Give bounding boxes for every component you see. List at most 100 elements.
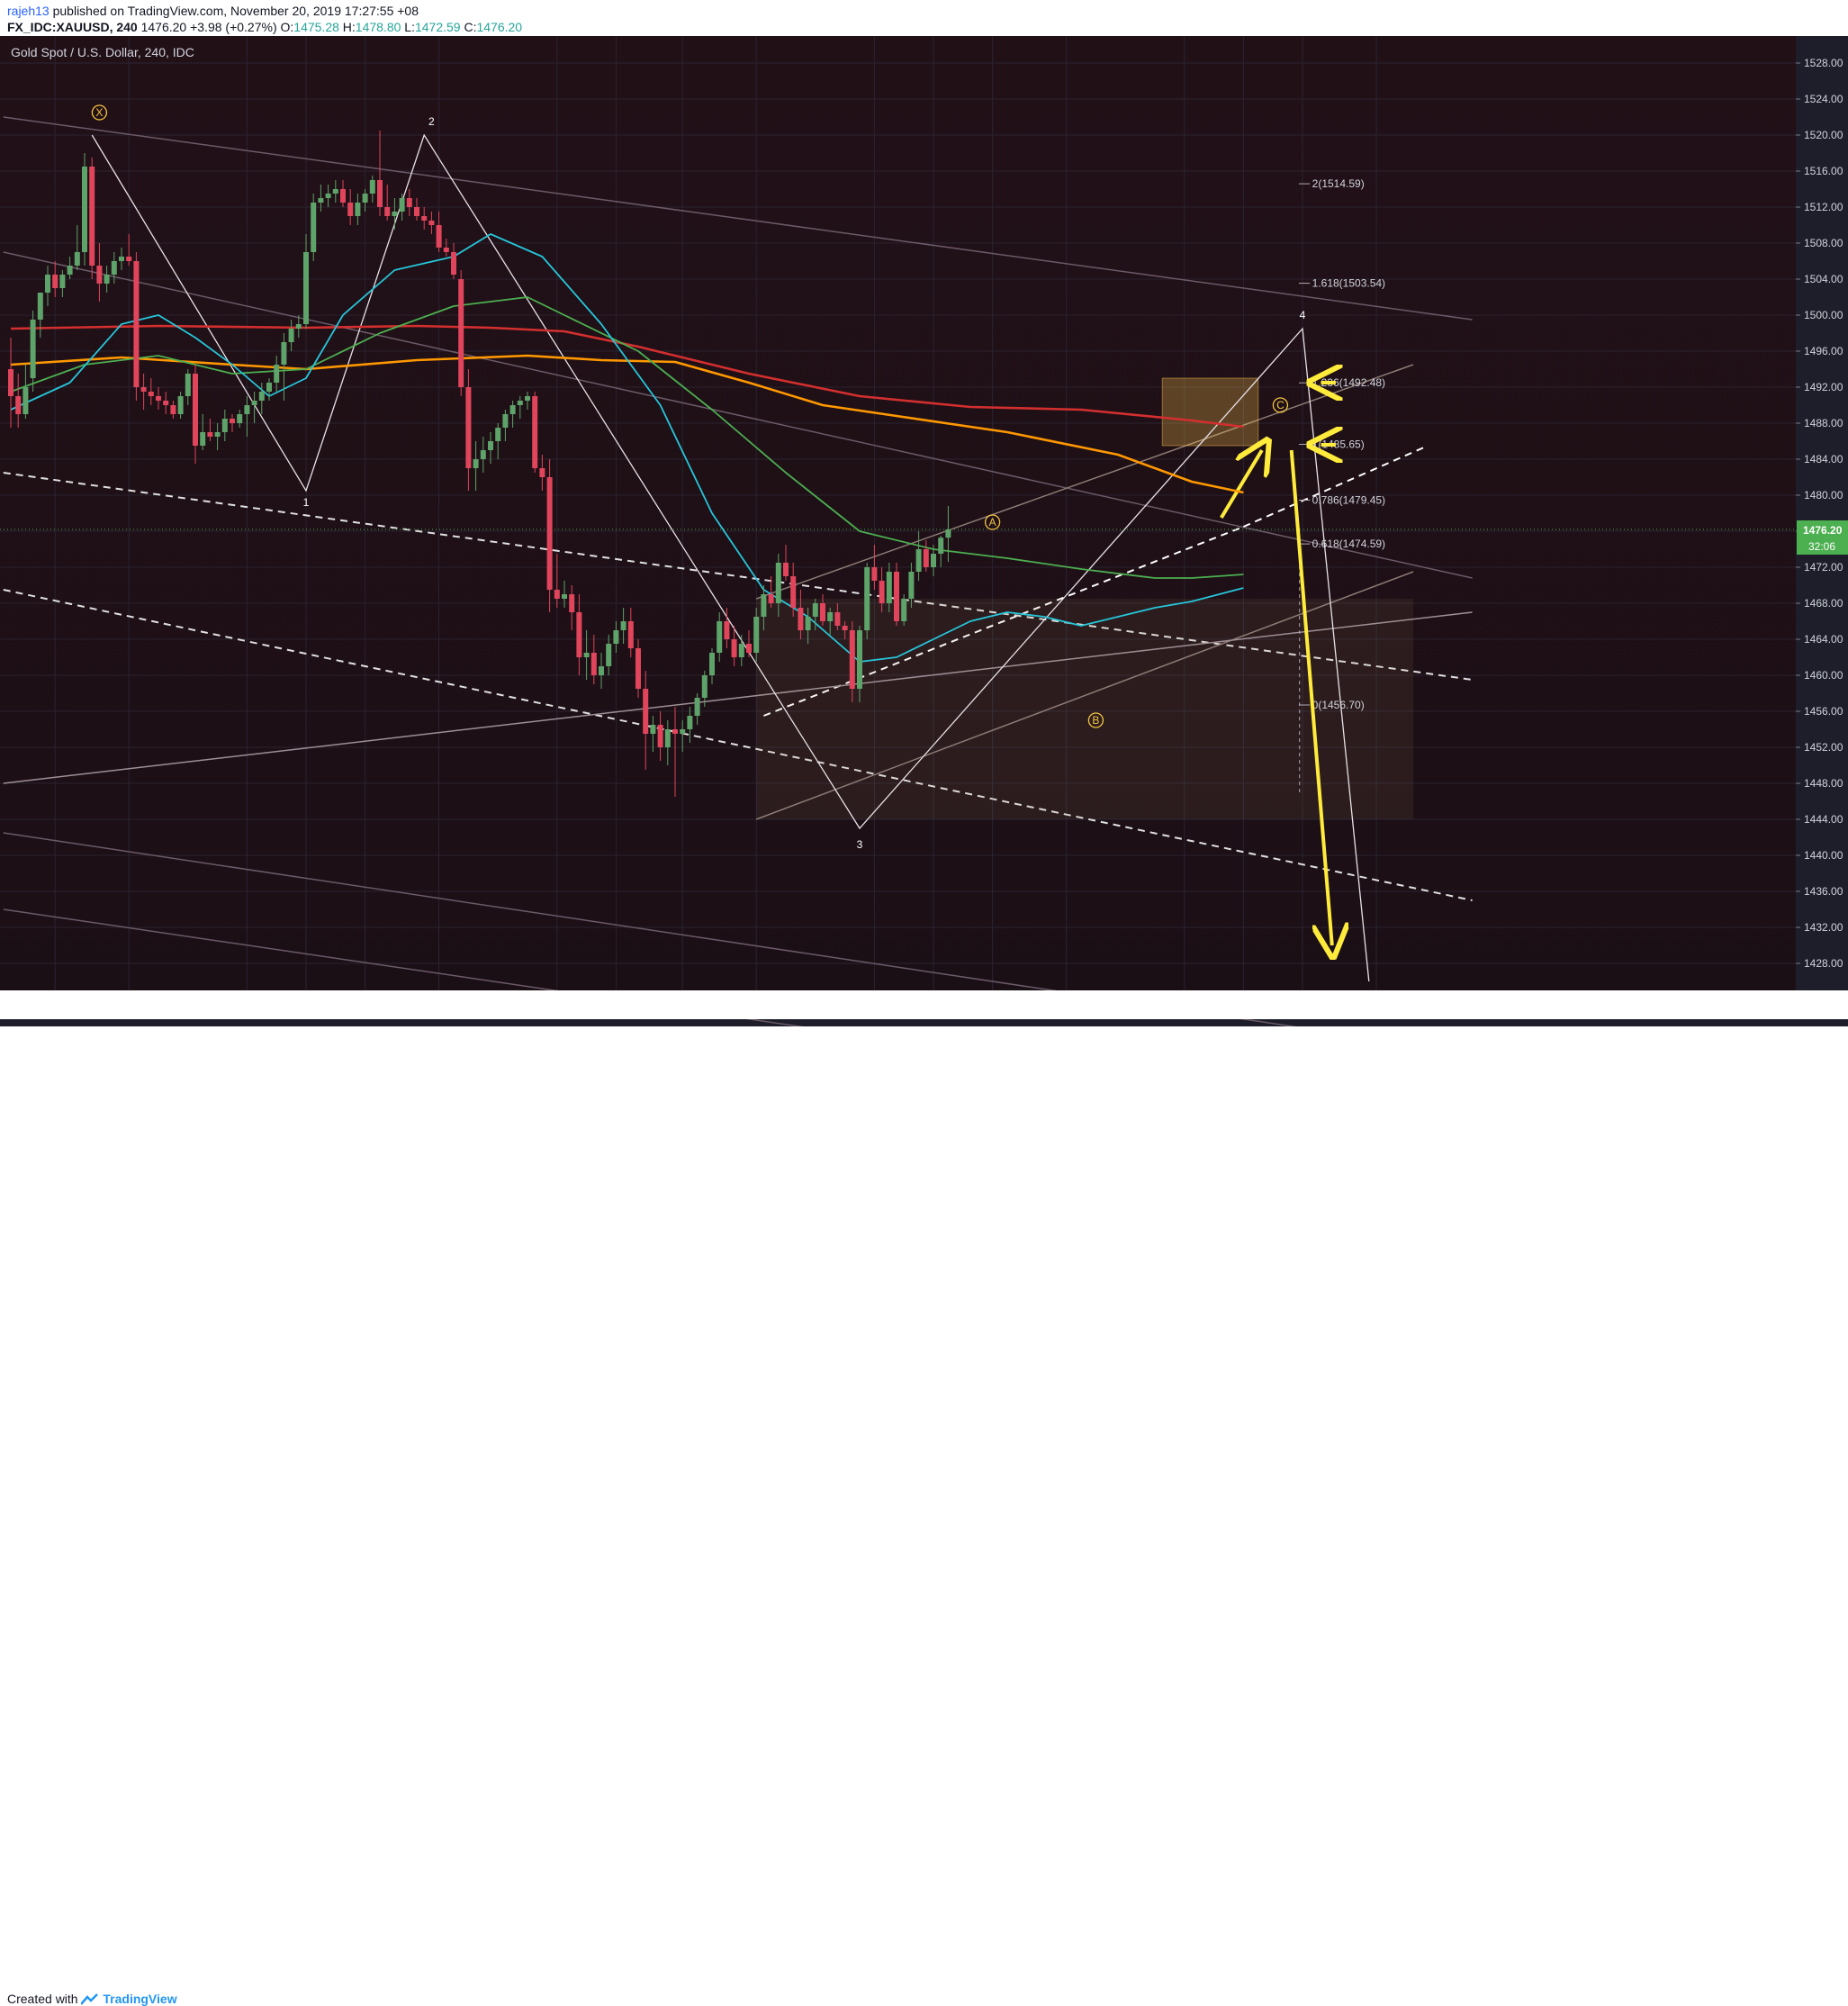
candle-body xyxy=(30,320,36,378)
candle xyxy=(606,635,612,675)
y-tick-label: 1528.00 xyxy=(1804,57,1843,69)
wave-label-1: 1 xyxy=(303,496,310,509)
candle xyxy=(627,608,634,657)
candle xyxy=(864,563,870,639)
fib-level-label: 2(1514.59) xyxy=(1312,177,1365,190)
candle-body xyxy=(325,194,331,198)
y-tick-label: 1496.00 xyxy=(1804,345,1843,357)
candle-body xyxy=(148,392,154,396)
candle-body xyxy=(517,401,523,405)
candle-body xyxy=(620,621,627,630)
candle xyxy=(576,594,582,675)
candle-body xyxy=(738,644,744,657)
candle xyxy=(23,365,29,419)
y-tick-label: 1472.00 xyxy=(1804,561,1843,574)
wave-label-X: X xyxy=(95,106,103,119)
candle-body xyxy=(156,396,161,401)
wave-label-4: 4 xyxy=(1300,309,1306,321)
candle-body xyxy=(82,167,87,252)
candle xyxy=(480,437,486,473)
candle-body xyxy=(761,594,767,617)
candle-body xyxy=(657,725,663,747)
candle xyxy=(664,720,671,765)
candle-body xyxy=(915,549,922,572)
price-axis-background xyxy=(1796,36,1848,990)
candle-body xyxy=(894,572,899,621)
candle xyxy=(717,612,723,662)
candle-body xyxy=(509,405,516,414)
candle xyxy=(871,545,878,590)
candle xyxy=(82,153,87,266)
candle xyxy=(761,585,767,630)
target-zone xyxy=(1161,377,1259,447)
plot-background xyxy=(0,36,1796,990)
candle xyxy=(465,369,472,491)
fib-level-label: 0.786(1479.45) xyxy=(1312,494,1385,507)
y-tick-label: 1512.00 xyxy=(1804,201,1843,213)
candle-body xyxy=(849,630,855,689)
candle xyxy=(731,626,737,666)
candle xyxy=(436,212,442,252)
candle xyxy=(133,252,140,401)
candle xyxy=(650,716,656,752)
candle-body xyxy=(945,529,951,538)
candle xyxy=(237,410,243,428)
y-tick-label: 1440.00 xyxy=(1804,849,1843,862)
candle-body xyxy=(606,644,612,666)
candle xyxy=(414,198,419,221)
long-support-line xyxy=(3,611,1473,784)
candle xyxy=(45,266,50,306)
created-with: Created with TradingView xyxy=(7,1992,177,2006)
y-tick-label: 1504.00 xyxy=(1804,273,1843,285)
candle xyxy=(590,635,597,684)
candle-body xyxy=(311,203,317,252)
candles xyxy=(8,131,951,797)
wave-label-3: 3 xyxy=(857,838,863,851)
candle xyxy=(517,396,523,419)
candle-body xyxy=(133,261,140,387)
candle-body xyxy=(140,387,147,392)
candle-body xyxy=(436,225,442,248)
candle xyxy=(546,459,553,612)
candle xyxy=(842,621,848,639)
tradingview-brand[interactable]: TradingView xyxy=(103,1992,177,2006)
candle-body xyxy=(731,639,737,657)
current-price-badge xyxy=(1797,520,1848,538)
candle xyxy=(827,608,834,635)
candle xyxy=(599,653,604,689)
candle xyxy=(613,621,619,653)
candle xyxy=(583,630,590,680)
arrow-down-target xyxy=(1289,449,1332,945)
candle-body xyxy=(687,716,693,729)
candle-body xyxy=(15,396,22,414)
y-tick-label: 1500.00 xyxy=(1804,309,1843,321)
candle-body xyxy=(820,603,825,621)
wave-label-circle xyxy=(1272,397,1289,413)
candle xyxy=(244,396,250,437)
candle-body xyxy=(694,698,700,716)
candle xyxy=(938,536,944,567)
candle xyxy=(251,392,257,423)
countdown-label: 32:06 xyxy=(1808,540,1835,553)
candle xyxy=(694,693,700,725)
price-chart[interactable]: 2(1514.59)1.618(1503.54)1.236(1492.48)1(… xyxy=(0,36,1848,1026)
tradingview-logo-icon xyxy=(81,1993,99,2006)
created-with-text: Created with xyxy=(7,1992,78,2006)
candle xyxy=(687,707,693,743)
candle xyxy=(509,401,516,428)
candle xyxy=(170,401,176,419)
candle xyxy=(428,212,435,234)
candle xyxy=(318,185,324,212)
candle-body xyxy=(428,221,435,225)
candle-body xyxy=(775,563,781,603)
candle-body xyxy=(650,725,656,734)
candle xyxy=(163,392,169,414)
wave-label-circle xyxy=(91,104,108,121)
close-label: C: xyxy=(464,20,477,34)
candle-body xyxy=(562,594,567,599)
candle-body xyxy=(59,275,66,288)
candle-body xyxy=(680,729,686,734)
candle-body xyxy=(886,572,892,603)
candle-body xyxy=(473,459,479,468)
author-link[interactable]: rajeh13 xyxy=(7,4,50,18)
